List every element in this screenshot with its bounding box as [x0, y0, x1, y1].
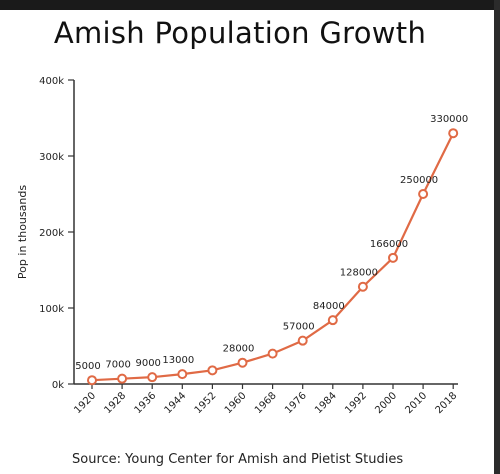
- data-point: [147, 372, 158, 383]
- data-point: [207, 365, 218, 376]
- source-note: Source: Young Center for Amish and Pieti…: [72, 452, 404, 467]
- x-tick-label: 1952: [193, 390, 219, 416]
- y-tick-label: 400k: [39, 76, 64, 87]
- data-point: [297, 335, 308, 346]
- series-line: [91, 132, 455, 382]
- chart-title: Amish Population Growth: [53, 16, 427, 50]
- data-label: 5000: [75, 361, 100, 372]
- data-label: 28000: [223, 344, 255, 355]
- data-label: 250000: [400, 175, 438, 186]
- data-label: 13000: [162, 355, 194, 366]
- data-point: [327, 315, 338, 326]
- data-label: 57000: [283, 322, 315, 333]
- top-dark-bar: [0, 0, 500, 10]
- y-tick-label: 0k: [52, 380, 64, 391]
- x-tick-label: 1976: [283, 390, 309, 416]
- data-label: 7000: [105, 360, 130, 371]
- x-tick-label: 2000: [373, 390, 399, 416]
- y-axis-label: Pop in thousands: [16, 185, 29, 279]
- data-point: [357, 281, 368, 292]
- data-point: [418, 189, 429, 199]
- x-tick-label: 1960: [223, 390, 249, 416]
- data-point: [388, 252, 398, 263]
- x-tick-label: 1992: [343, 390, 369, 416]
- data-point: [237, 357, 248, 368]
- y-tick-label: 300k: [39, 152, 64, 163]
- data-label: 166000: [370, 239, 408, 250]
- data-label: 330000: [430, 114, 468, 125]
- data-label: 128000: [340, 268, 378, 279]
- x-tick-label: 1968: [253, 390, 279, 416]
- right-dark-edge: [494, 0, 500, 474]
- data-point: [117, 373, 128, 384]
- x-tick-label: 2018: [434, 390, 460, 416]
- x-tick-label: 1920: [72, 390, 98, 416]
- data-point: [448, 128, 459, 139]
- y-tick-label: 200k: [39, 228, 64, 239]
- x-tick-label: 1944: [163, 390, 189, 416]
- x-tick-label: 2010: [403, 390, 429, 416]
- data-label: 9000: [135, 358, 160, 369]
- data-point: [267, 348, 278, 359]
- x-tick-label: 1928: [102, 390, 128, 416]
- data-point: [87, 375, 97, 386]
- data-point: [177, 369, 188, 380]
- y-tick-label: 100k: [39, 304, 64, 315]
- x-tick-label: 1936: [133, 390, 159, 416]
- data-label: 84000: [313, 301, 345, 312]
- x-tick-label: 1984: [313, 390, 339, 416]
